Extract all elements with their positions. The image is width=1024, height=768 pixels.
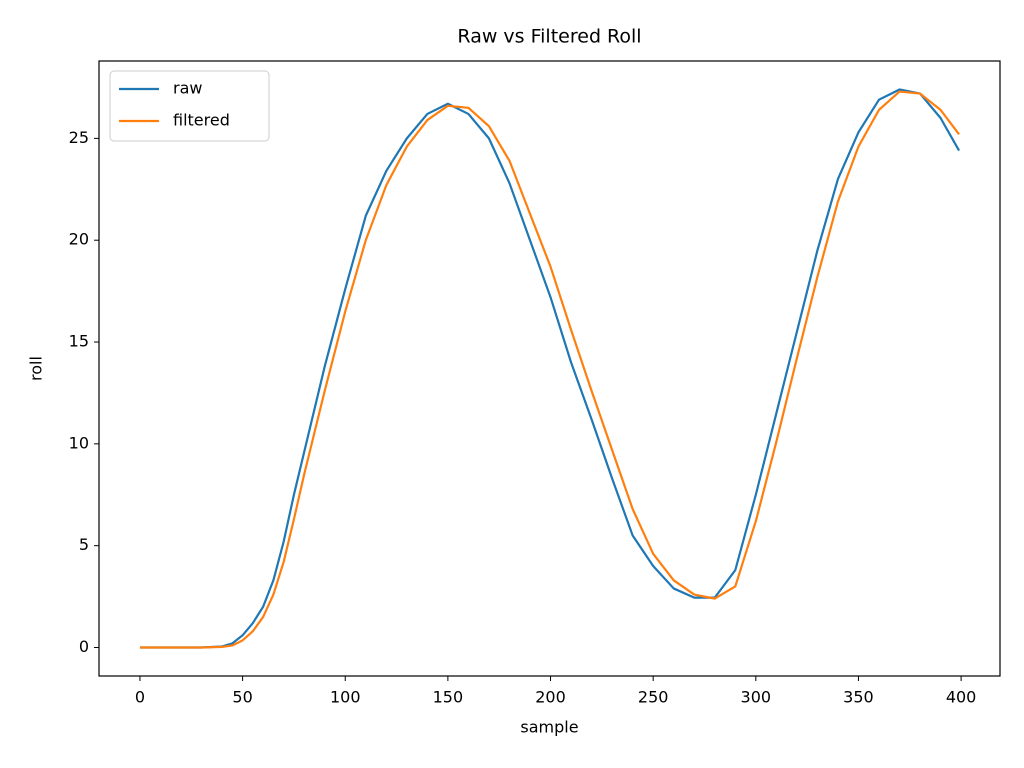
y-tick-label: 15 (69, 332, 89, 351)
x-tick-label: 50 (232, 688, 252, 707)
x-axis-label: sample (520, 718, 578, 737)
data-line (139, 88, 961, 649)
x-tick-label: 300 (741, 688, 772, 707)
data-line (139, 90, 960, 649)
y-tick-label: 20 (69, 230, 89, 249)
x-tick-label: 400 (946, 688, 977, 707)
y-tick-label: 10 (69, 433, 89, 452)
legend-label: raw (173, 79, 202, 98)
y-tick-label: 25 (69, 128, 89, 147)
legend-label: filtered (173, 111, 230, 130)
y-tick-label: 0 (79, 637, 89, 656)
y-axis-label: roll (27, 356, 46, 381)
x-tick-label: 250 (638, 688, 669, 707)
x-tick-label: 350 (843, 688, 874, 707)
y-tick-label: 5 (79, 535, 89, 554)
x-tick-label: 150 (433, 688, 464, 707)
x-tick-label: 100 (330, 688, 361, 707)
chart-title: Raw vs Filtered Roll (457, 26, 641, 48)
x-tick-label: 0 (135, 688, 145, 707)
plot-frame (98, 60, 1001, 677)
x-tick-label: 200 (535, 688, 566, 707)
